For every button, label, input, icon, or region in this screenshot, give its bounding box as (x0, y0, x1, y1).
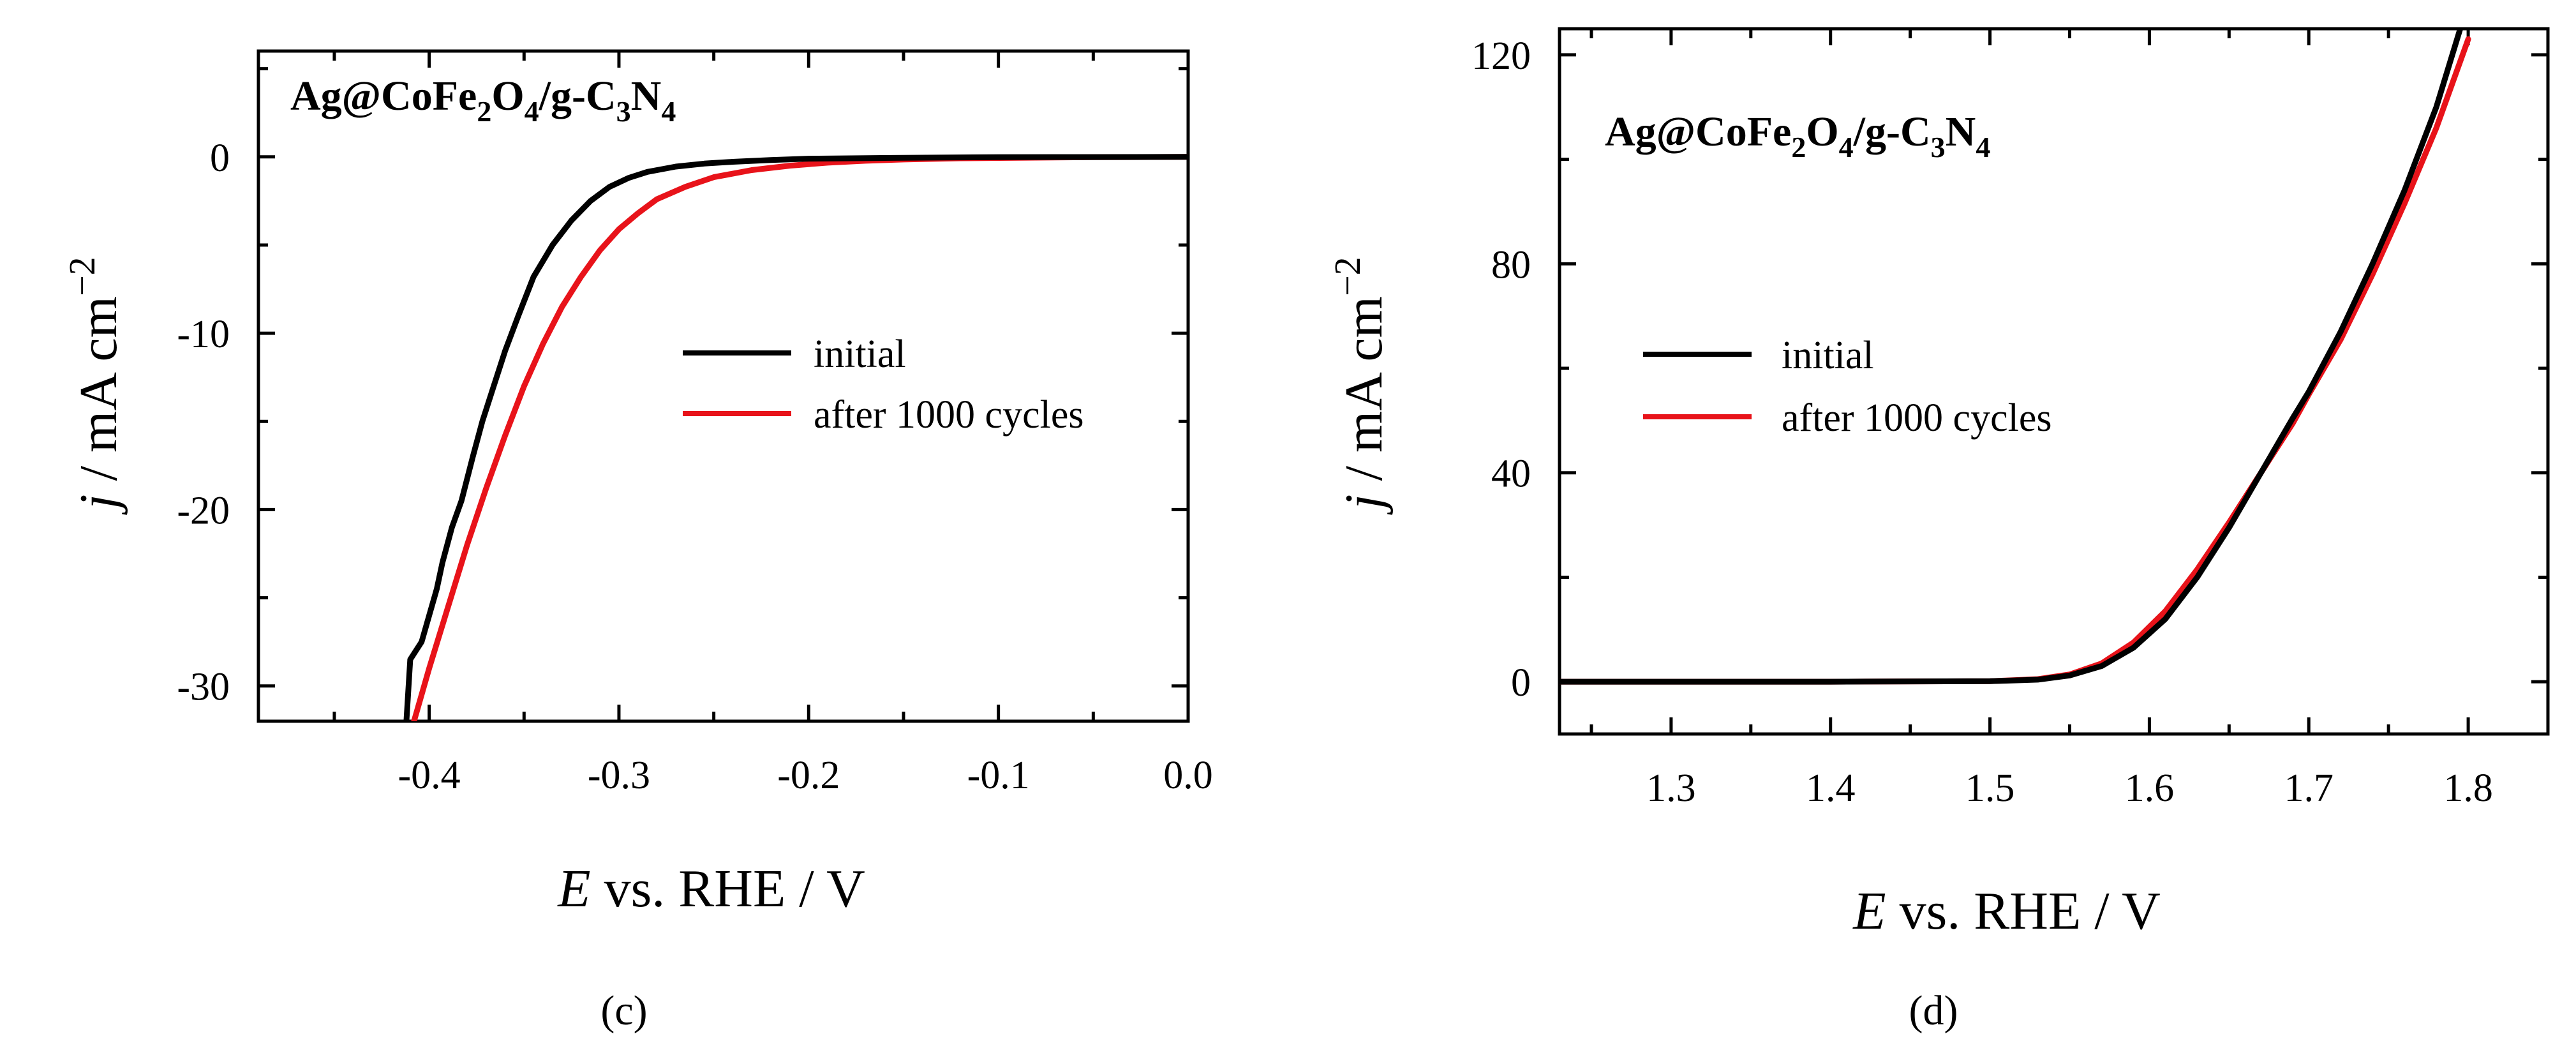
panel-d-legend: initial after 1000 cycles (1643, 334, 2051, 440)
panel-c-ylabel: j / mA cm−2 (61, 257, 128, 514)
panel-d: 1.3 1.4 1.5 1.6 1.7 1.8 0 40 80 120 Ag@CoFe2O4/g-… (1327, 27, 2550, 1034)
panel-c-legend: initial after 1000 cycles (683, 333, 1083, 437)
x-tick-label: 0.0 (1163, 754, 1213, 797)
panel-c-label: (c) (600, 987, 647, 1034)
x-tick-label: 1.6 (2125, 767, 2175, 810)
x-tick-label: 1.4 (1806, 767, 1856, 810)
y-tick-label: -10 (177, 313, 230, 356)
series-line-after-1000-cycles (411, 154, 1188, 721)
x-tick-label: 1.5 (1965, 767, 2015, 810)
panel-d-plot-frame (1558, 27, 2550, 736)
panel-c: -0.4 -0.3 -0.2 -0.1 0.0 0 -10 -20 -30 Ag@CoFe2O4… (61, 49, 1213, 1034)
y-tick-label: 0 (210, 137, 230, 180)
panel-d-curves (1560, 29, 2471, 685)
y-tick-label: 80 (1491, 243, 1531, 287)
legend-label-after-cycles: after 1000 cycles (1782, 396, 2051, 440)
panel-d-label: (d) (1909, 987, 1958, 1034)
legend-label-initial: initial (814, 333, 906, 376)
panel-c-curves (403, 154, 1188, 721)
y-tick-label: 40 (1491, 453, 1531, 496)
panel-c-title: Ag@CoFe2O4/g-C3N4 (290, 73, 676, 128)
y-tick-label: -20 (177, 489, 230, 532)
panel-c-xlabel: E vs. RHE / V (557, 859, 865, 918)
x-tick-label: 1.3 (1646, 767, 1696, 810)
y-tick-label: 120 (1471, 34, 1531, 78)
legend-label-initial: initial (1782, 334, 1874, 377)
x-tick-label: -0.2 (777, 754, 840, 797)
series-line-initial (403, 154, 1188, 721)
x-tick-label: -0.4 (398, 754, 461, 797)
y-tick-label: -30 (177, 666, 230, 709)
y-tick-label: 0 (1511, 661, 1531, 705)
panel-c-ticks: -0.4 -0.3 -0.2 -0.1 0.0 0 -10 -20 -30 (177, 51, 1213, 797)
panel-d-ylabel: j / mA cm−2 (1327, 257, 1394, 514)
panel-d-xlabel: E vs. RHE / V (1852, 881, 2160, 941)
series-line-initial (1560, 29, 2464, 685)
panel-d-ticks: 1.3 1.4 1.5 1.6 1.7 1.8 0 40 80 120 (1471, 29, 2550, 810)
x-tick-label: -0.1 (967, 754, 1030, 797)
x-tick-label: 1.8 (2443, 767, 2493, 810)
panel-d-title: Ag@CoFe2O4/g-C3N4 (1605, 109, 1990, 163)
x-tick-label: 1.7 (2284, 767, 2334, 810)
x-tick-label: -0.3 (588, 754, 650, 797)
panel-c-plot-frame (257, 49, 1190, 723)
legend-label-after-cycles: after 1000 cycles (814, 393, 1083, 437)
